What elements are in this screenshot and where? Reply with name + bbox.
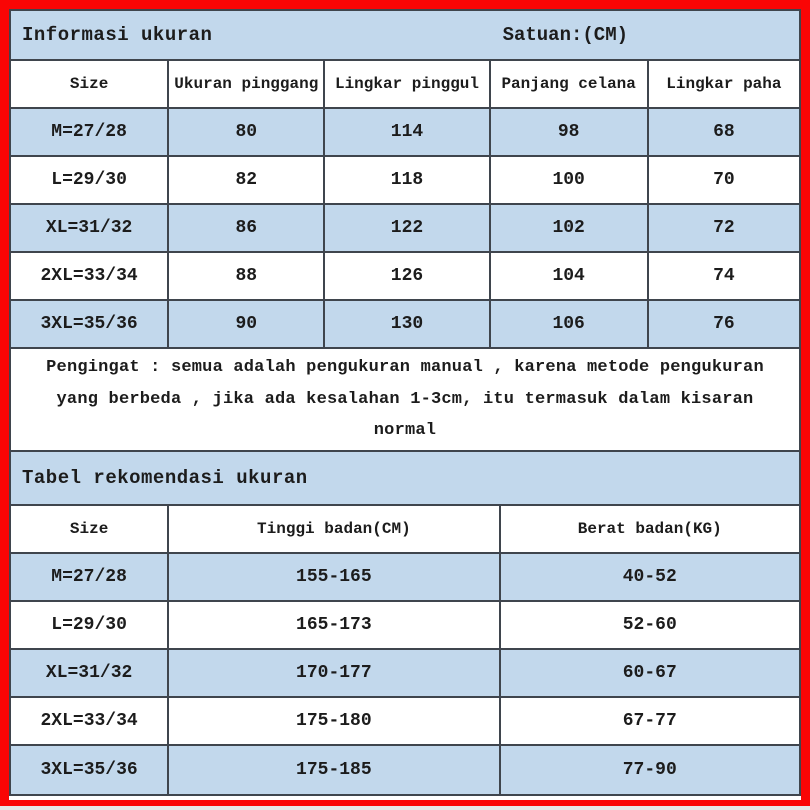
size-table-row-l: L=29/30 82 118 100 70 [11, 157, 799, 205]
hip-cell: 122 [323, 205, 488, 251]
recommendation-row-3xl: 3XL=35/36 175-185 77-90 [11, 746, 799, 794]
length-cell: 98 [488, 109, 647, 155]
waist-cell: 86 [167, 205, 323, 251]
size-info-title: Informasi ukuran [22, 24, 213, 46]
size-table-row-xl: XL=31/32 86 122 102 72 [11, 205, 799, 253]
chart-content: Informasi ukuran Satuan:(CM) Size Ukuran… [9, 9, 801, 800]
recommendation-row-l: L=29/30 165-173 52-60 [11, 602, 799, 650]
height-cell: 165-173 [167, 602, 498, 648]
recommendation-title-bar: Tabel rekomendasi ukuran [11, 452, 799, 506]
reminder-note: Pengingat : semua adalah pengukuran manu… [11, 349, 799, 452]
size-cell: XL=31/32 [45, 218, 133, 238]
thigh-cell: 70 [646, 157, 799, 203]
weight-cell: 40-52 [498, 554, 799, 600]
recommendation-header-row: Size Tinggi badan(CM) Berat badan(KG) [11, 506, 799, 554]
column-header-weight: Berat badan(KG) [498, 506, 799, 552]
height-cell: 175-180 [167, 698, 498, 744]
reminder-text: Pengingat : semua adalah pengukuran manu… [46, 358, 764, 441]
size-info-title-bar: Informasi ukuran Satuan:(CM) [11, 11, 799, 61]
waist-cell: 90 [167, 301, 323, 347]
size-cell: L=29/30 [51, 170, 127, 190]
column-header-size: Size [69, 520, 109, 538]
hip-cell: 114 [323, 109, 488, 155]
length-cell: 100 [488, 157, 647, 203]
hip-cell: 118 [323, 157, 488, 203]
recommendation-row-m: M=27/28 155-165 40-52 [11, 554, 799, 602]
recommendation-title: Tabel rekomendasi ukuran [22, 467, 308, 489]
waist-cell: 80 [167, 109, 323, 155]
weight-cell: 77-90 [498, 746, 799, 794]
hip-cell: 126 [323, 253, 488, 299]
recommendation-row-xl: XL=31/32 170-177 60-67 [11, 650, 799, 698]
waist-cell: 82 [167, 157, 323, 203]
column-header-thigh: Lingkar paha [646, 61, 799, 107]
table-stack: Informasi ukuran Satuan:(CM) Size Ukuran… [9, 9, 801, 796]
column-header-size: Size [69, 75, 109, 93]
size-cell: XL=31/32 [45, 663, 133, 683]
length-cell: 102 [488, 205, 647, 251]
thigh-cell: 68 [646, 109, 799, 155]
hip-cell: 130 [323, 301, 488, 347]
size-table-row-3xl: 3XL=35/36 90 130 106 76 [11, 301, 799, 349]
size-cell: 3XL=35/36 [40, 760, 138, 780]
recommendation-row-2xl: 2XL=33/34 175-180 67-77 [11, 698, 799, 746]
height-cell: 170-177 [167, 650, 498, 696]
height-cell: 155-165 [167, 554, 498, 600]
waist-cell: 88 [167, 253, 323, 299]
size-cell: M=27/28 [51, 567, 127, 587]
column-header-length: Panjang celana [488, 61, 647, 107]
weight-cell: 60-67 [498, 650, 799, 696]
unit-label: Satuan:(CM) [502, 24, 628, 46]
weight-cell: 67-77 [498, 698, 799, 744]
size-cell: M=27/28 [51, 122, 127, 142]
thigh-cell: 76 [646, 301, 799, 347]
thigh-cell: 74 [646, 253, 799, 299]
column-header-height: Tinggi badan(CM) [167, 506, 498, 552]
size-table-header-row: Size Ukuran pinggang Lingkar pinggul Pan… [11, 61, 799, 109]
column-header-hip: Lingkar pinggul [323, 61, 488, 107]
column-header-waist: Ukuran pinggang [167, 61, 323, 107]
size-cell: L=29/30 [51, 615, 127, 635]
size-table-row-m: M=27/28 80 114 98 68 [11, 109, 799, 157]
weight-cell: 52-60 [498, 602, 799, 648]
size-cell: 3XL=35/36 [40, 314, 138, 334]
size-table-row-2xl: 2XL=33/34 88 126 104 74 [11, 253, 799, 301]
height-cell: 175-185 [167, 746, 498, 794]
size-cell: 2XL=33/34 [40, 266, 138, 286]
thigh-cell: 72 [646, 205, 799, 251]
length-cell: 104 [488, 253, 647, 299]
length-cell: 106 [488, 301, 647, 347]
size-cell: 2XL=33/34 [40, 711, 138, 731]
